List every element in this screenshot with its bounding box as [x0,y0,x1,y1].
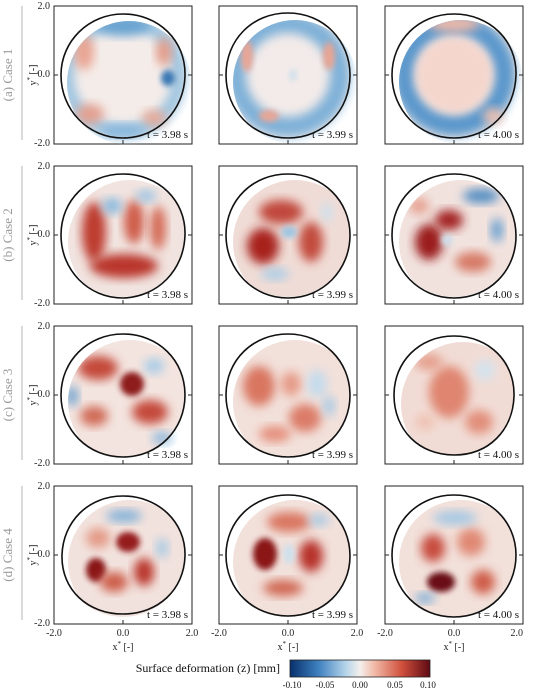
time-label: t = 3.99 s [312,129,353,141]
colorbar-tick: -0.10 [283,680,302,689]
droplet-outline [391,13,517,139]
y-tick-top: 2.0 [38,161,51,172]
y-tick-bottom: -2.0 [34,298,50,309]
y-tick-top: 2.0 [38,481,51,492]
time-label: t = 4.00 s [478,129,519,141]
row-labels: (a) Case 1 (b) Case 2 (c) Case 3 (d) Cas… [0,6,23,620]
y-tick-bottom: -2.0 [34,138,50,149]
panel-d-3: t = 4.00 s [384,485,524,625]
x-axis-label: x* [-] [113,640,134,653]
panel-c-3: t = 4.00 s [384,325,524,465]
colorbar-tick: 0.05 [387,680,403,689]
time-label: t = 3.98 s [147,129,188,141]
y-tick-top: 2.0 [38,1,51,12]
row-label-a: (a) Case 1 [0,49,15,102]
x-tick-right: 2.0 [351,628,364,639]
x-tick-right: 2.0 [511,628,524,639]
x-axis: -2.0 0.0 2.0 -2.0 0.0 2.0 -2.0 0.0 2.0 x… [46,628,523,653]
y-axis-row-c: y* [-] 2.0 0.0 -2.0 [26,321,50,469]
x-axis-label: x* [-] [278,640,299,653]
row-label-d: (d) Case 4 [0,528,15,582]
y-axis-row-b: y* [-] 2.0 0.0 -2.0 [26,161,50,309]
y-tick-bottom: -2.0 [34,618,50,629]
droplet-outline [61,495,186,615]
time-label: t = 3.98 s [147,289,188,301]
colorbar: Surface deformation (z) [mm] -0.10 -0.05… [136,659,436,689]
row-label-b: (b) Case 2 [0,208,15,261]
time-label: t = 4.00 s [478,449,519,461]
x-tick-left: -2.0 [211,628,227,639]
time-label: t = 4.00 s [478,609,519,621]
time-label: t = 3.99 s [312,289,353,301]
colorbar-gradient [289,659,431,678]
colorbar-tick: 0.10 [420,680,436,689]
colorbar-title: Surface deformation (z) [mm] [136,661,280,675]
row-label-c: (c) Case 3 [0,369,15,422]
colorbar-tick: 0.00 [352,680,368,689]
panel-b-1: t = 3.98 s [53,165,193,305]
x-tick-left: -2.0 [46,628,62,639]
droplet-outline [393,335,515,456]
panel-a-2: t = 3.99 s [218,5,358,145]
y-axis-row-d: y* [-] 2.0 0.0 -2.0 [26,481,50,629]
x-tick-mid: 0.0 [448,628,461,639]
panel-b-2: t = 3.99 s [218,165,358,305]
x-axis-label: x* [-] [444,640,465,653]
panel-d-2: t = 3.99 s [218,485,358,625]
y-tick-mid: 0.0 [38,549,51,560]
x-tick-left: -2.0 [377,628,393,639]
droplet-outline [225,494,351,617]
y-tick-mid: 0.0 [38,69,51,80]
y-tick-mid: 0.0 [38,389,51,400]
panel-c-2: t = 3.99 s [218,325,358,465]
time-label: t = 3.98 s [147,449,188,461]
droplet-outline [60,173,186,299]
y-tick-top: 2.0 [38,321,51,332]
panel-a-3: t = 4.00 s [384,5,524,145]
time-label: t = 3.99 s [312,609,353,621]
x-tick-mid: 0.0 [117,628,130,639]
droplet-outline [225,12,351,139]
droplet-outline [60,333,186,458]
panel-d-1: t = 3.98 s [53,485,193,625]
droplet-outline [225,173,351,299]
y-tick-mid: 0.0 [38,229,51,240]
x-tick-mid: 0.0 [282,628,295,639]
y-tick-bottom: -2.0 [34,458,50,469]
droplet-outline [225,333,351,458]
panel-b-3: t = 4.00 s [384,165,524,305]
x-tick-right: 2.0 [186,628,199,639]
time-label: t = 4.00 s [478,289,519,301]
droplet-outline [60,13,186,139]
droplet-outline [391,173,517,299]
panel-c-1: t = 3.98 s [53,325,193,465]
droplet-outline [391,494,517,618]
y-axis-row-a: y* [-] 2.0 0.0 -2.0 [26,1,50,149]
time-label: t = 3.99 s [312,449,353,461]
time-label: t = 3.98 s [147,609,188,621]
panel-a-1: t = 3.98 s [53,5,193,145]
colorbar-tick: -0.05 [316,680,335,689]
